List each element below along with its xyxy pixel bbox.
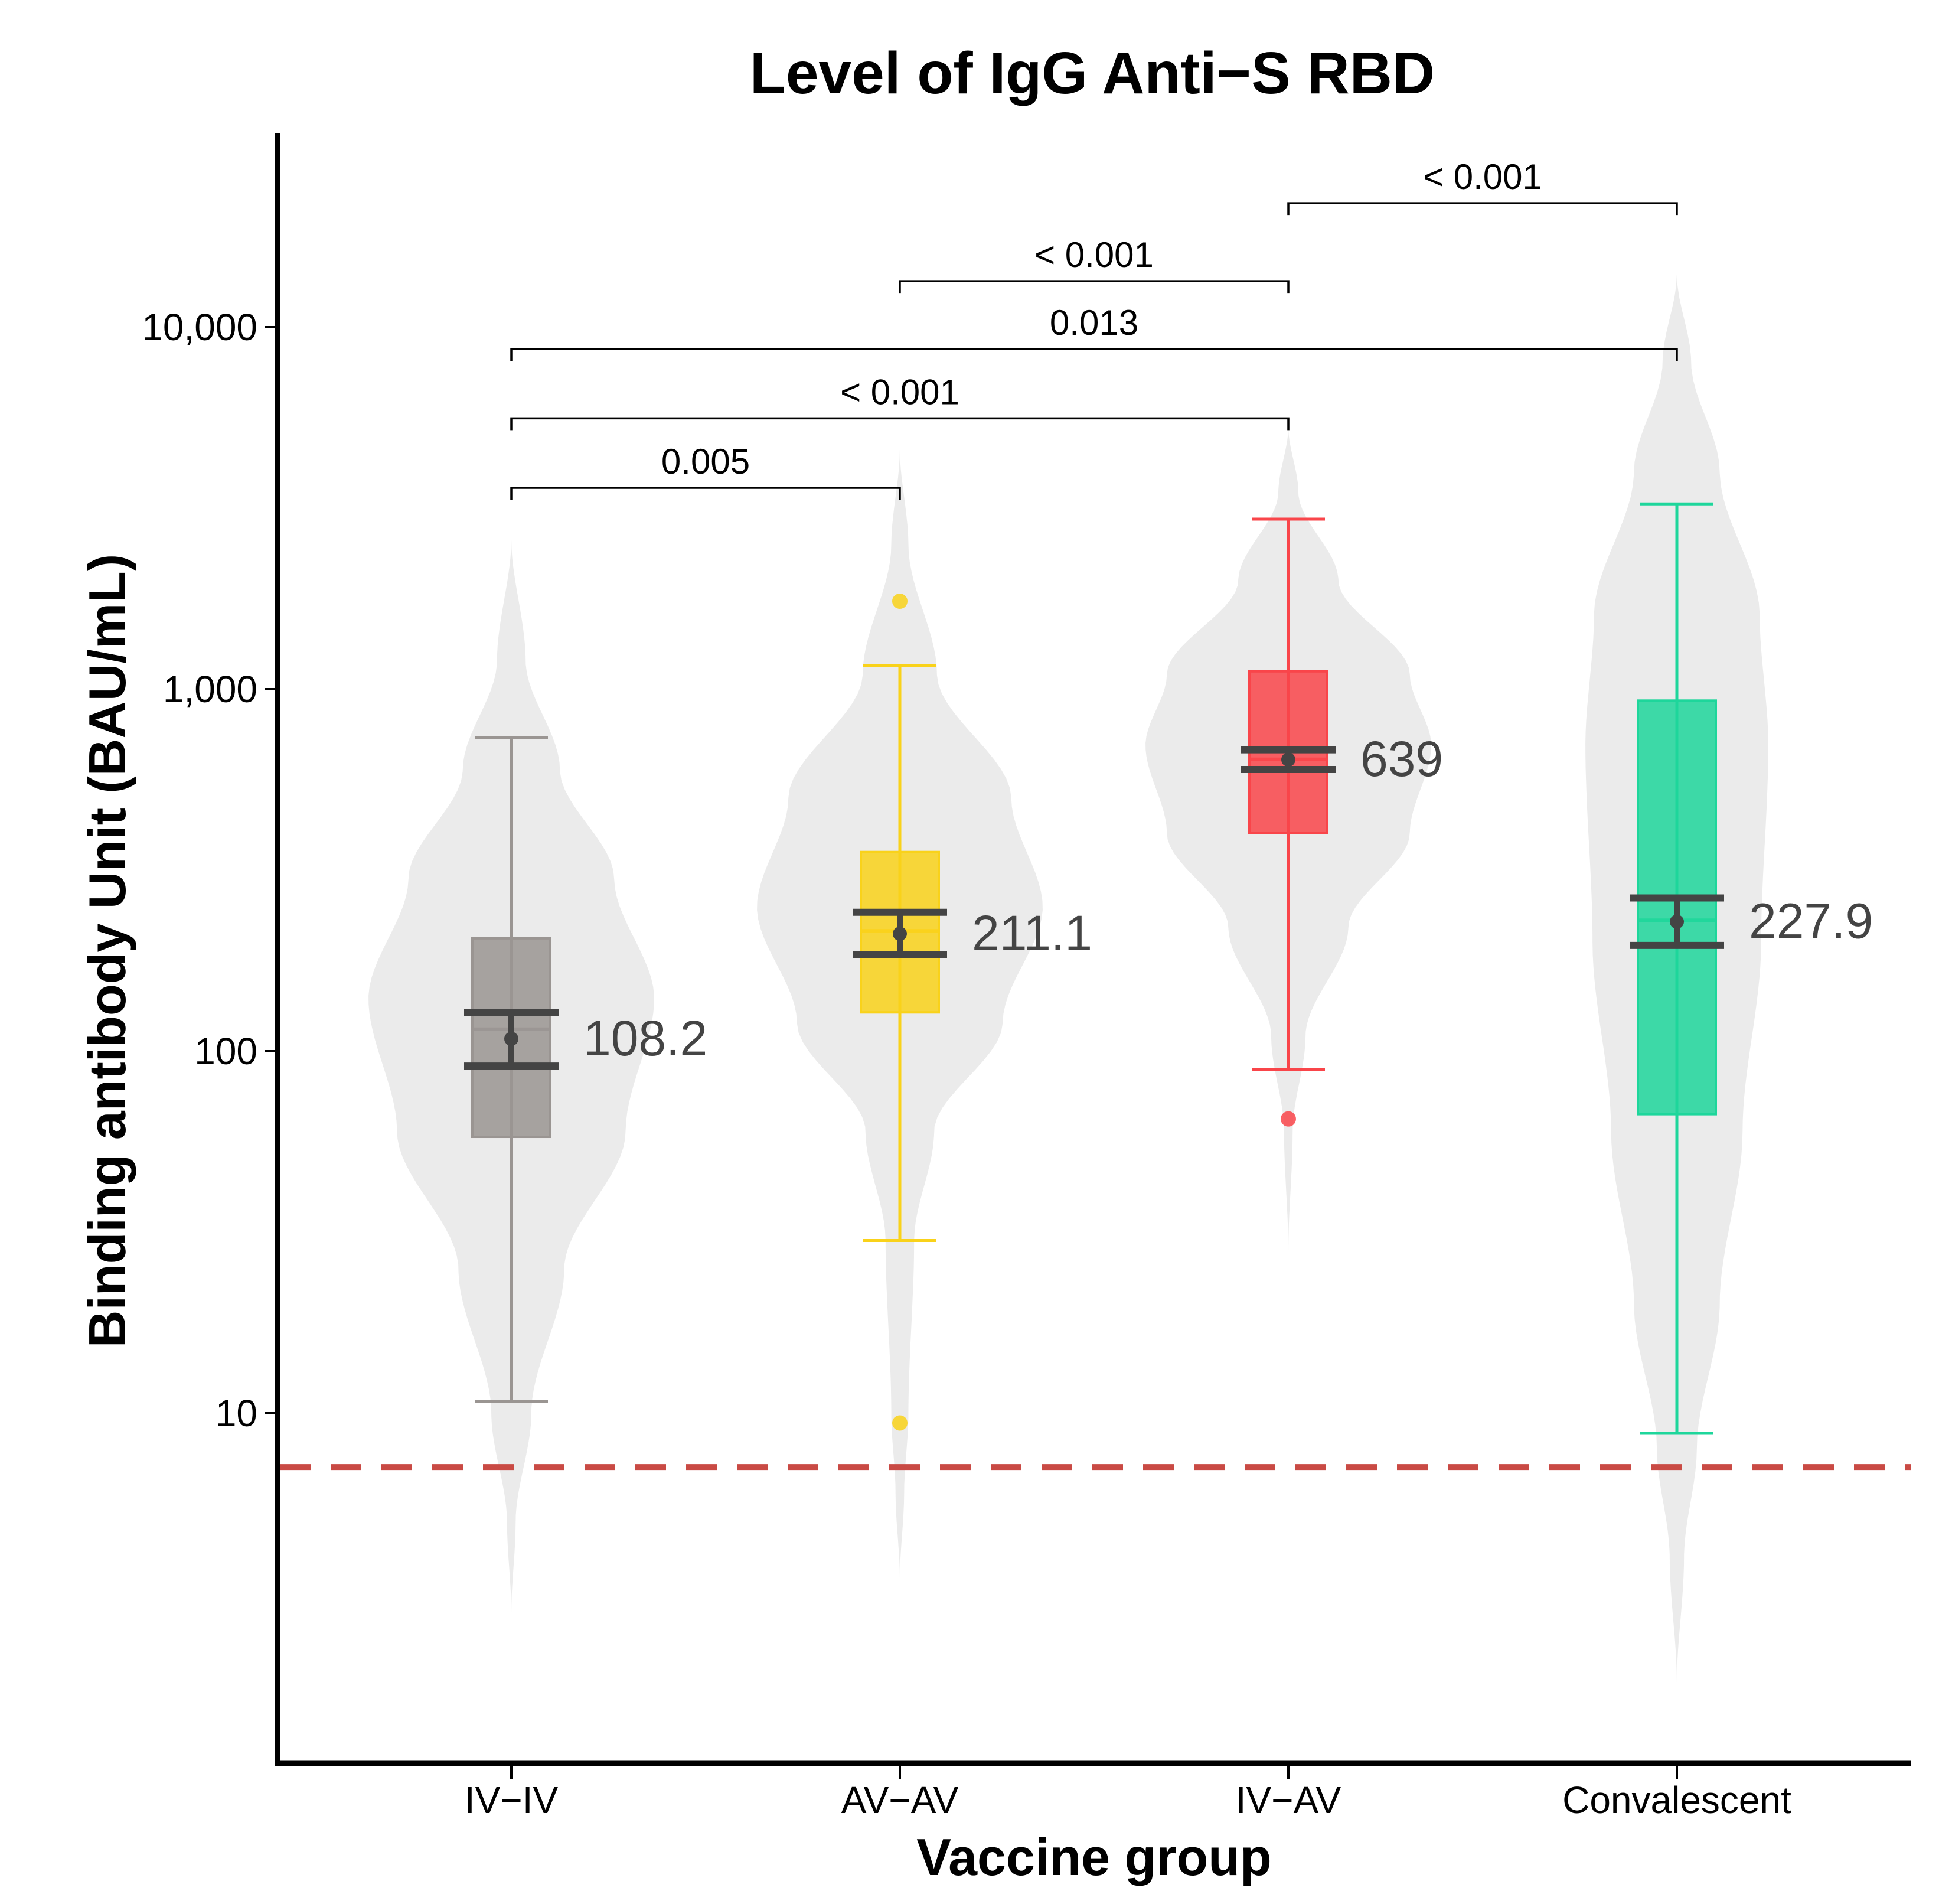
outlier-point-2-2: [892, 1415, 908, 1431]
x-tick-label-3: IV−AV: [1236, 1779, 1341, 1821]
y-ticks: 10 100 1,000 10,000: [142, 306, 278, 1434]
gmt-point-4: [1670, 914, 1684, 929]
y-tick-label-3: 1,000: [163, 668, 257, 710]
x-tick-label-4: Convalescent: [1562, 1779, 1791, 1821]
bracket-pvalue-3: 0.013: [1050, 303, 1138, 343]
outlier-point-2-1: [892, 594, 908, 609]
gmt-label-3: 639: [1360, 731, 1443, 787]
y-tick-label-1: 10: [216, 1392, 257, 1434]
gmt-point-1: [504, 1032, 518, 1046]
x-tick-label-2: AV−AV: [841, 1779, 959, 1821]
x-axis-title: Vaccine group: [916, 1828, 1272, 1886]
bracket-pvalue-1: 0.005: [661, 442, 750, 481]
gmt-point-3: [1281, 752, 1295, 767]
x-ticks: IV−IV AV−AV IV−AV Convalescent: [465, 1766, 1791, 1821]
bracket-5: [1287, 202, 1678, 216]
bracket-3: [510, 348, 1678, 361]
axes: [275, 133, 1911, 1766]
outlier-point-3-1: [1281, 1111, 1296, 1127]
x-tick-label-1: IV−IV: [465, 1779, 559, 1821]
bracket-4: [899, 280, 1290, 294]
gmt-label-4: 227.9: [1749, 894, 1873, 949]
y-tick-label-2: 100: [194, 1030, 257, 1072]
bracket-pvalue-2: < 0.001: [840, 372, 959, 412]
gmt-label-2: 211.1: [972, 905, 1092, 961]
bracket-pvalue-5: < 0.001: [1423, 157, 1542, 197]
violins: [368, 274, 1768, 1683]
gmt-point-2: [893, 927, 907, 941]
y-tick-label-4: 10,000: [142, 306, 257, 348]
chart-title: Level of IgG Anti−S RBD: [750, 40, 1435, 106]
bracket-2: [510, 417, 1290, 431]
y-axis-title: Binding antibody Unit (BAU/mL): [78, 554, 136, 1348]
bracket-1: [510, 487, 901, 500]
comparison-brackets: 0.005 < 0.001 0.013 < 0.001 < 0.001: [510, 157, 1678, 500]
bracket-pvalue-4: < 0.001: [1034, 235, 1154, 275]
gmt-label-1: 108.2: [583, 1010, 707, 1066]
boxplots: 108.2 211.1 639 227.9: [464, 502, 1873, 1435]
